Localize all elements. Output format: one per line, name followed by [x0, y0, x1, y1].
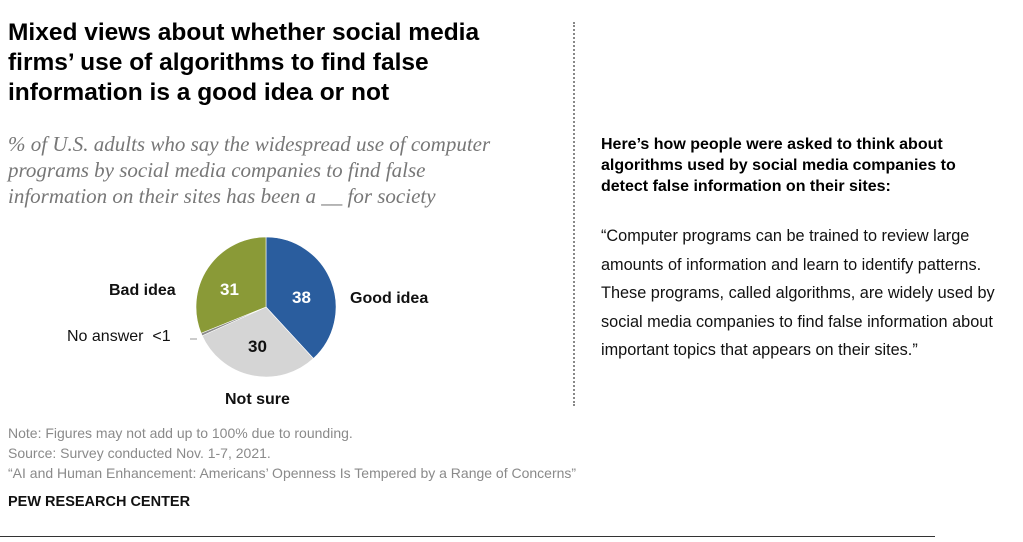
pie-slice-bad-idea: [195, 236, 267, 334]
good-idea-label: Good idea: [350, 290, 429, 307]
bottom-rule: [0, 536, 935, 537]
explanation-heading: Here’s how people were asked to think ab…: [601, 136, 956, 195]
pew-logo-text: PEW RESEARCH CENTER: [8, 494, 191, 510]
notes: Note: Figures may not add up to 100% due…: [8, 423, 576, 483]
pie-slice-not-sure: [201, 306, 314, 378]
pie-chart: [190, 236, 337, 378]
pie-slice-good-idea: [265, 236, 337, 359]
not-sure-value: 30: [248, 337, 267, 356]
report-title: “AI and Human Enhancement: Americans’ Op…: [8, 465, 577, 481]
not-sure-label: Not sure: [225, 391, 290, 408]
note-text: Note: Figures may not add up to 100% due…: [8, 425, 353, 441]
no-answer-text: No answer: [67, 328, 144, 345]
source-text: Source: Survey conducted Nov. 1-7, 2021.: [8, 445, 271, 461]
no-answer-value: <1: [152, 328, 171, 345]
good-idea-value: 38: [292, 288, 311, 307]
no-answer-label: No answer <1: [67, 328, 171, 346]
dotted-divider: [573, 22, 575, 406]
chart-title: Mixed views about whether social media f…: [8, 19, 480, 106]
bad-idea-value: 31: [220, 280, 239, 299]
chart-subtitle: % of U.S. adults who say the widespread …: [8, 132, 491, 208]
explanation-quote: “Computer programs can be trained to rev…: [601, 227, 995, 359]
bad-idea-label: Bad idea: [109, 282, 176, 299]
